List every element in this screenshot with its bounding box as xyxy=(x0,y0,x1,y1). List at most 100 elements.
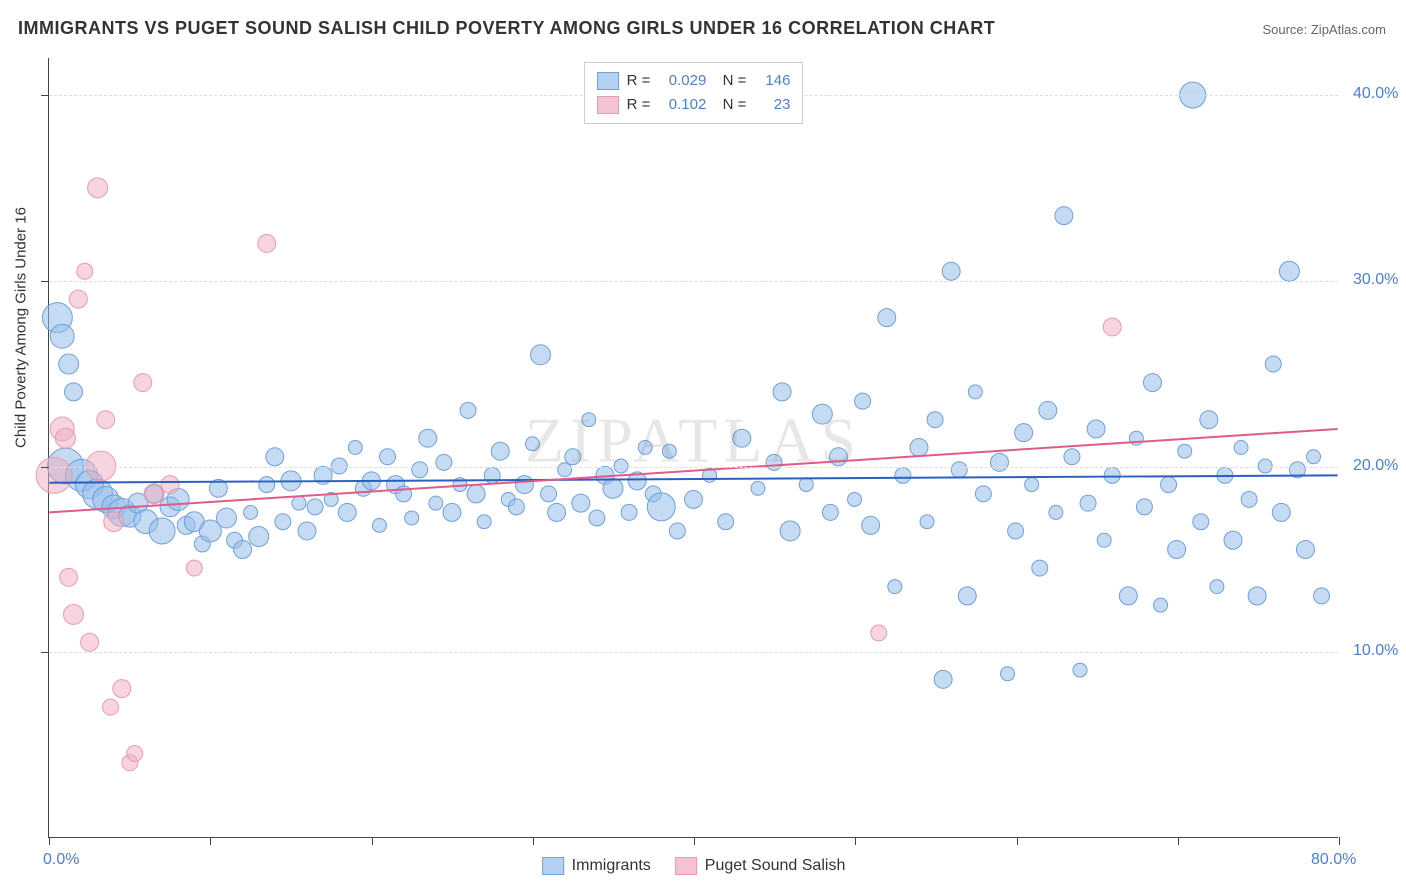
data-point xyxy=(515,476,533,494)
data-point xyxy=(1103,318,1121,336)
data-point xyxy=(572,494,590,512)
data-point xyxy=(968,385,982,399)
data-point xyxy=(292,496,306,510)
data-point xyxy=(1055,207,1073,225)
data-point xyxy=(64,383,82,401)
data-point xyxy=(799,478,813,492)
header: IMMIGRANTS VS PUGET SOUND SALISH CHILD P… xyxy=(18,18,1386,39)
data-point xyxy=(1025,478,1039,492)
tick-v xyxy=(372,837,373,845)
data-point xyxy=(97,411,115,429)
plot-svg xyxy=(49,58,1338,837)
data-point xyxy=(1032,560,1048,576)
data-point xyxy=(1265,356,1281,372)
data-point xyxy=(508,499,524,515)
data-point xyxy=(895,467,911,483)
data-point xyxy=(149,518,175,544)
data-point xyxy=(685,490,703,508)
data-point xyxy=(531,345,551,365)
data-point xyxy=(1049,505,1063,519)
data-point xyxy=(848,492,862,506)
data-point xyxy=(36,457,72,493)
tick-v xyxy=(49,837,50,845)
data-point xyxy=(1200,411,1218,429)
swatch-salish xyxy=(597,96,619,114)
data-point xyxy=(558,463,572,477)
data-point xyxy=(419,429,437,447)
data-point xyxy=(338,503,356,521)
data-point xyxy=(733,429,751,447)
y-tick-label: 20.0% xyxy=(1353,457,1398,475)
data-point xyxy=(662,444,676,458)
data-point xyxy=(1001,667,1015,681)
data-point xyxy=(1087,420,1105,438)
data-point xyxy=(1015,424,1033,442)
legend-n-value-salish: 23 xyxy=(754,93,790,117)
data-point xyxy=(69,290,87,308)
data-point xyxy=(244,505,258,519)
chart-title: IMMIGRANTS VS PUGET SOUND SALISH CHILD P… xyxy=(18,18,995,39)
data-point xyxy=(920,515,934,529)
data-point xyxy=(55,428,75,448)
data-point xyxy=(467,485,485,503)
legend-r-value-salish: 0.102 xyxy=(658,93,706,117)
tick-v xyxy=(694,837,695,845)
data-point xyxy=(718,514,734,530)
tick-h xyxy=(41,281,49,282)
data-point xyxy=(934,670,952,688)
data-point xyxy=(266,448,284,466)
data-point xyxy=(548,503,566,521)
data-point xyxy=(59,354,79,374)
data-point xyxy=(372,518,386,532)
tick-v xyxy=(1017,837,1018,845)
data-point xyxy=(1193,514,1209,530)
data-point xyxy=(812,404,832,424)
data-point xyxy=(88,178,108,198)
data-point xyxy=(1008,523,1024,539)
tick-v xyxy=(1339,837,1340,845)
data-point xyxy=(380,449,396,465)
gridline-h xyxy=(49,467,1338,468)
legend-item-immigrants: Immigrants xyxy=(542,857,651,875)
data-point xyxy=(1279,261,1299,281)
data-point xyxy=(525,437,539,451)
tick-v xyxy=(855,837,856,845)
data-point xyxy=(63,604,83,624)
legend-row-salish: R = 0.102 N = 23 xyxy=(597,93,791,117)
data-point xyxy=(216,508,236,528)
tick-v xyxy=(210,837,211,845)
y-tick-label: 30.0% xyxy=(1353,271,1398,289)
data-point xyxy=(307,499,323,515)
data-point xyxy=(829,448,847,466)
data-point xyxy=(412,462,428,478)
data-point xyxy=(878,309,896,327)
x-tick-label: 0.0% xyxy=(43,851,79,869)
data-point xyxy=(77,263,93,279)
data-point xyxy=(436,454,452,470)
data-point xyxy=(161,476,179,494)
data-point xyxy=(1104,467,1120,483)
data-point xyxy=(249,527,269,547)
data-point xyxy=(460,402,476,418)
legend-item-salish: Puget Sound Salish xyxy=(675,857,846,875)
data-point xyxy=(60,568,78,586)
data-point xyxy=(582,413,596,427)
legend-row-immigrants: R = 0.029 N = 146 xyxy=(597,69,791,93)
data-point xyxy=(780,521,800,541)
data-point xyxy=(491,442,509,460)
data-point xyxy=(862,516,880,534)
y-tick-label: 10.0% xyxy=(1353,642,1398,660)
data-point xyxy=(1248,587,1266,605)
legend-n-label: N = xyxy=(714,69,746,93)
data-point xyxy=(103,699,119,715)
tick-h xyxy=(41,467,49,468)
data-point xyxy=(1154,598,1168,612)
y-tick-label: 40.0% xyxy=(1353,85,1398,103)
data-point xyxy=(1097,533,1111,547)
data-point xyxy=(429,496,443,510)
swatch-salish-bottom xyxy=(675,857,697,875)
data-point xyxy=(113,680,131,698)
x-tick-label: 80.0% xyxy=(1311,851,1356,869)
legend-r-label: R = xyxy=(627,69,651,93)
tick-v xyxy=(1178,837,1179,845)
